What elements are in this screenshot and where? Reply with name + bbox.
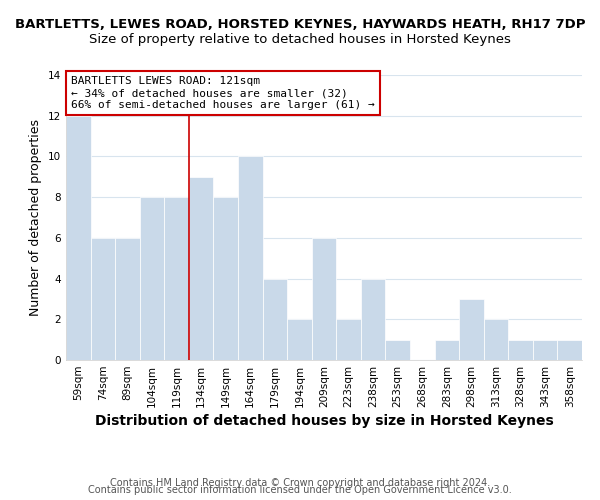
Bar: [557, 340, 582, 360]
Bar: [312, 238, 336, 360]
Bar: [263, 278, 287, 360]
Bar: [434, 340, 459, 360]
Bar: [287, 320, 312, 360]
Bar: [385, 340, 410, 360]
Y-axis label: Number of detached properties: Number of detached properties: [29, 119, 43, 316]
Bar: [361, 278, 385, 360]
Bar: [140, 197, 164, 360]
Bar: [189, 177, 214, 360]
Text: Contains public sector information licensed under the Open Government Licence v3: Contains public sector information licen…: [88, 485, 512, 495]
Bar: [115, 238, 140, 360]
Bar: [459, 299, 484, 360]
Text: Contains HM Land Registry data © Crown copyright and database right 2024.: Contains HM Land Registry data © Crown c…: [110, 478, 490, 488]
Bar: [164, 197, 189, 360]
Bar: [508, 340, 533, 360]
X-axis label: Distribution of detached houses by size in Horsted Keynes: Distribution of detached houses by size …: [95, 414, 553, 428]
Bar: [66, 116, 91, 360]
Text: Size of property relative to detached houses in Horsted Keynes: Size of property relative to detached ho…: [89, 32, 511, 46]
Bar: [336, 320, 361, 360]
Bar: [533, 340, 557, 360]
Bar: [214, 197, 238, 360]
Text: BARTLETTS, LEWES ROAD, HORSTED KEYNES, HAYWARDS HEATH, RH17 7DP: BARTLETTS, LEWES ROAD, HORSTED KEYNES, H…: [15, 18, 585, 30]
Bar: [91, 238, 115, 360]
Bar: [484, 320, 508, 360]
Bar: [238, 156, 263, 360]
Text: BARTLETTS LEWES ROAD: 121sqm
← 34% of detached houses are smaller (32)
66% of se: BARTLETTS LEWES ROAD: 121sqm ← 34% of de…: [71, 76, 375, 110]
